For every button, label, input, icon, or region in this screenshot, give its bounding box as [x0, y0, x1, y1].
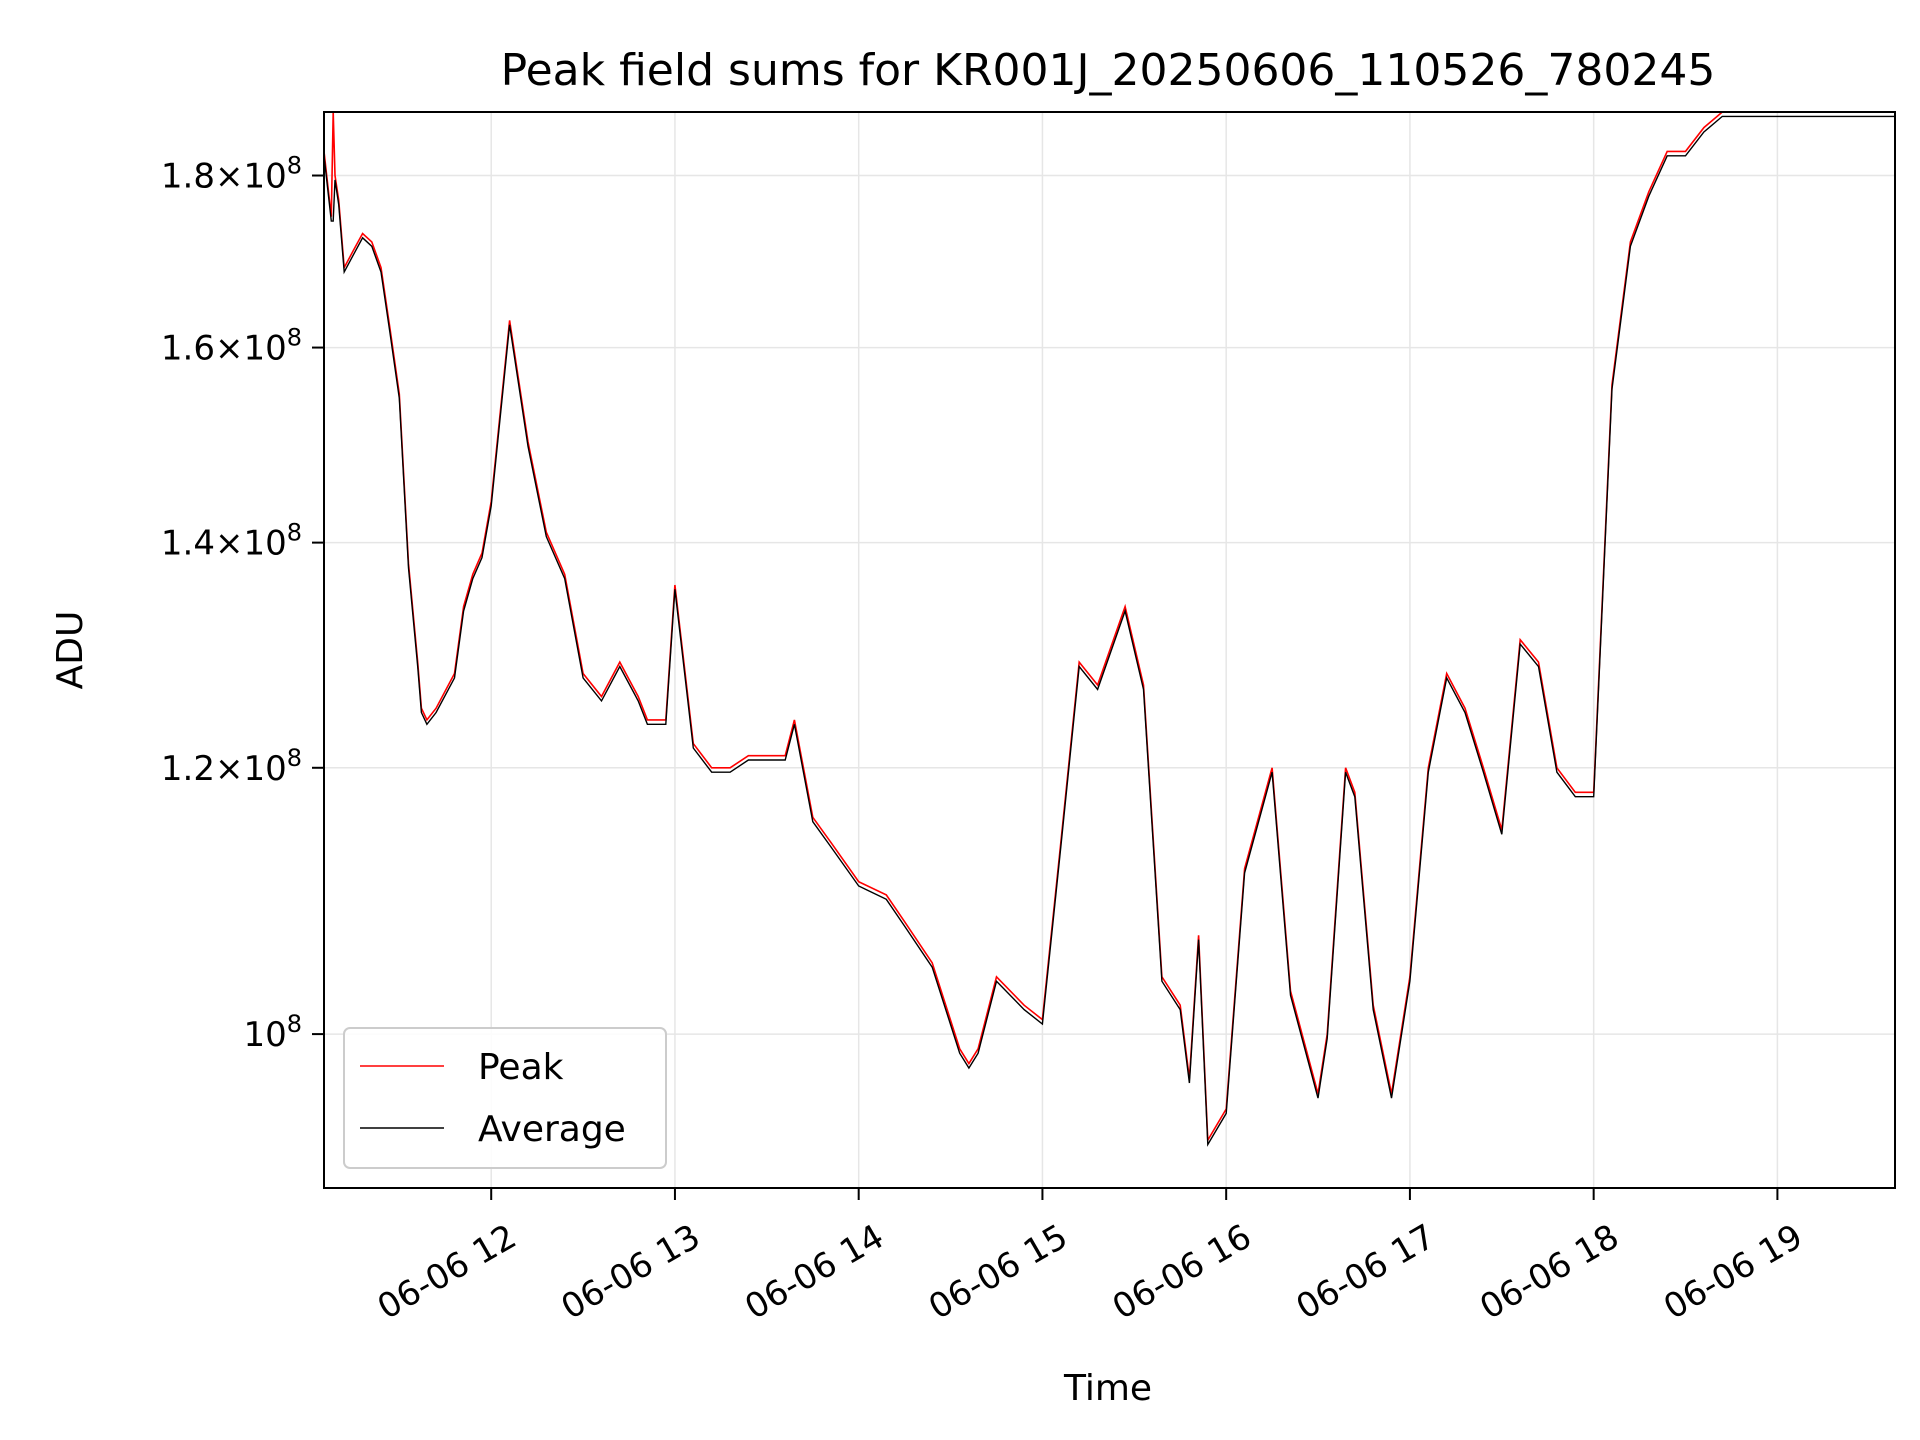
- legend-label-average: Average: [478, 1109, 626, 1150]
- y-tick-label: 1.4×108: [161, 519, 302, 564]
- grid-lines: [324, 112, 1895, 1188]
- legend: Peak Average: [343, 1027, 667, 1169]
- legend-label-peak: Peak: [478, 1047, 564, 1088]
- y-axis-label: ADU: [50, 611, 91, 690]
- x-axis-label: Time: [1063, 1368, 1152, 1409]
- y-axis-ticks: 108 1.2×108 1.4×108 1.6×108 1.8×108: [161, 152, 324, 1055]
- y-tick-label: 1.8×108: [161, 152, 302, 197]
- series-line-average: [324, 115, 1895, 1147]
- series-layer: [324, 112, 1895, 1147]
- legend-box: [343, 1027, 667, 1169]
- y-tick-label: 1.2×108: [161, 744, 302, 789]
- y-tick-label: 108: [243, 1010, 302, 1055]
- chart-title: Peak field sums for KR001J_20250606_1105…: [501, 45, 1716, 96]
- y-tick-label: 1.6×108: [161, 324, 302, 369]
- plot-frame: [323, 111, 1896, 1189]
